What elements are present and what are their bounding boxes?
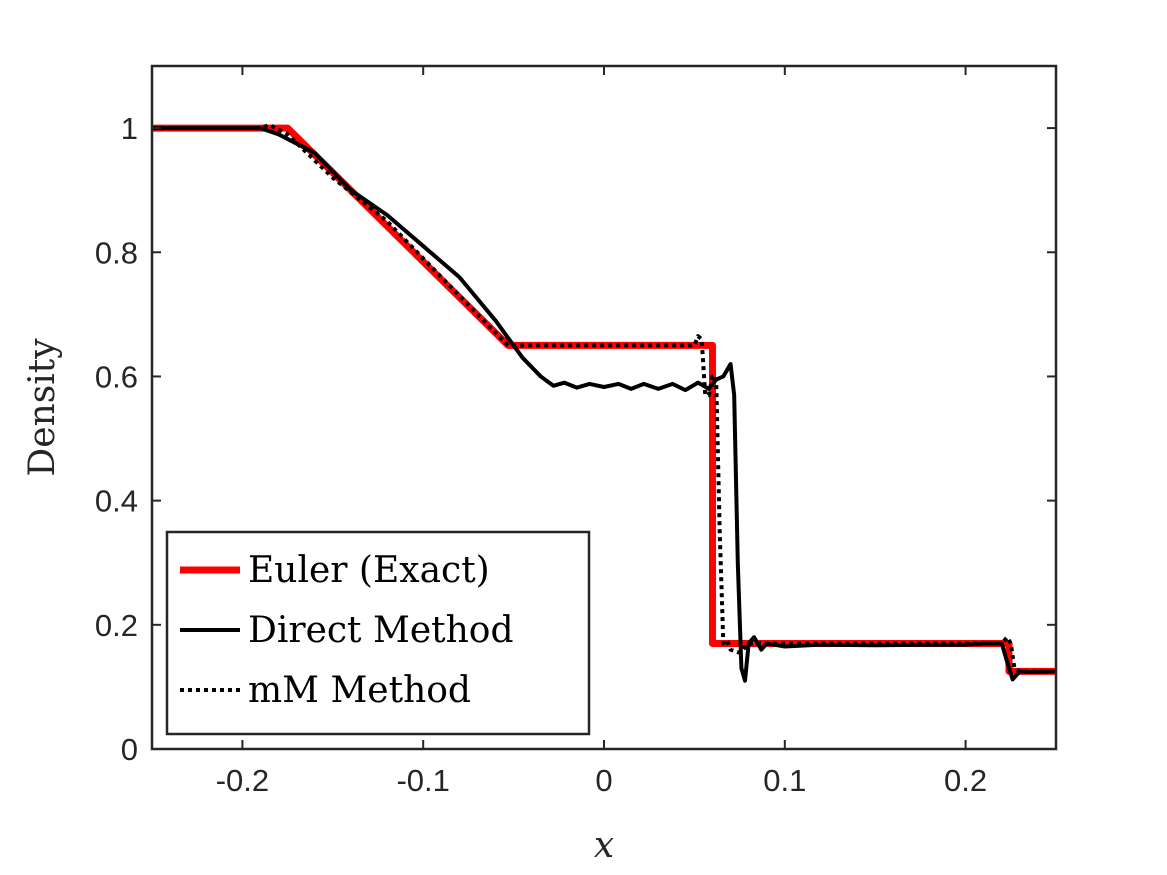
x-tick-label: 0.2 [944, 763, 987, 798]
legend: Euler (Exact) Direct Method mM Method [165, 530, 591, 736]
y-tick-label: 0.2 [95, 608, 138, 643]
x-axis-title: x [594, 825, 614, 866]
legend-box [165, 530, 591, 736]
plot-frame [150, 64, 1058, 751]
y-tick-label: 0.8 [95, 235, 138, 270]
x-tick-label: 0 [595, 763, 612, 798]
x-tick-label: -0.1 [396, 763, 449, 798]
series-layer [152, 122, 1056, 683]
x-tick-label: 0.1 [763, 763, 806, 798]
y-tick-label: 0.6 [95, 359, 138, 394]
y-tick-label: 0 [121, 732, 138, 767]
legend-entry-direct-method-label: Direct Method [248, 610, 514, 651]
legend-entry-mm-method-label: mM Method [248, 670, 471, 711]
ticks-layer: -0.2 -0.1 0 0.1 0.2 0 0.2 0.4 0.6 0.8 1 [95, 66, 1056, 798]
series-direct-method-line [152, 126, 1056, 683]
series-mm-method-line [152, 122, 1056, 674]
y-tick-label: 0.4 [95, 484, 138, 519]
y-axis-title: Density [22, 338, 63, 477]
x-tick-label: -0.2 [216, 763, 269, 798]
legend-entry-euler-exact-label: Euler (Exact) [248, 550, 490, 591]
y-tick-label: 1 [121, 111, 138, 146]
